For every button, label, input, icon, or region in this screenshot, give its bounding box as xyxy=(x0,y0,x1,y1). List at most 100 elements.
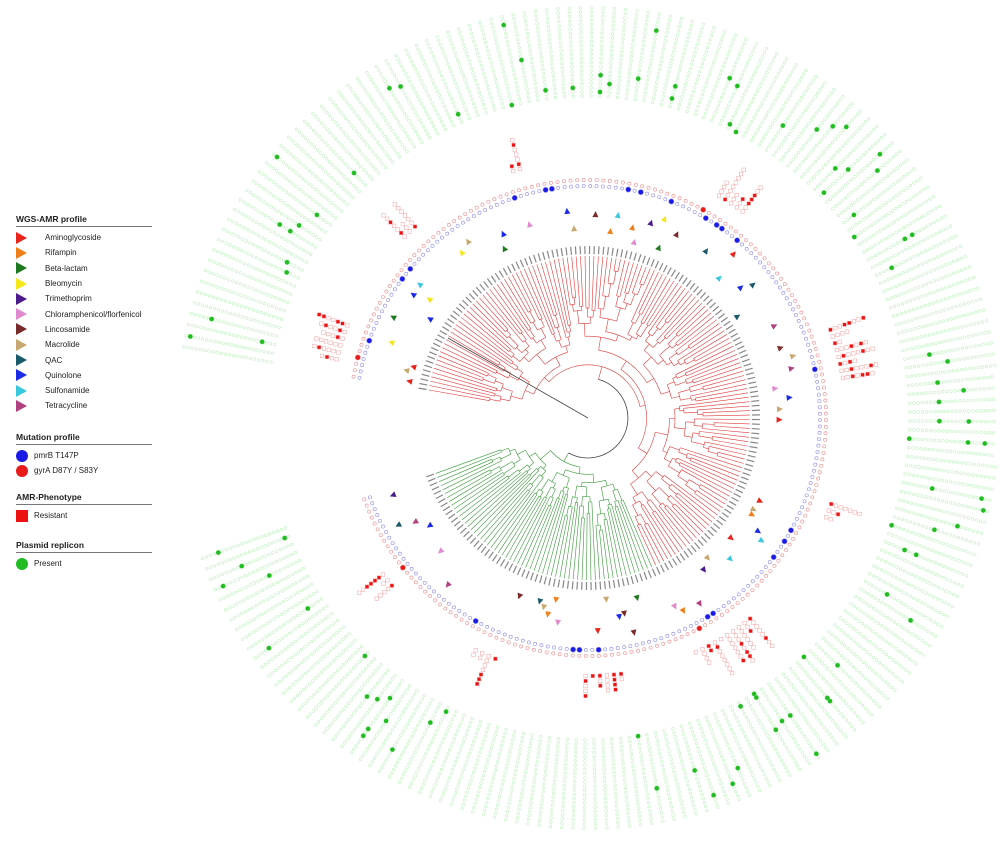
plasmid-cell xyxy=(284,177,288,181)
mutation-marker xyxy=(758,251,763,256)
plasmid-cell xyxy=(234,323,238,327)
plasmid-cell xyxy=(842,631,846,635)
plasmid-cell xyxy=(937,429,941,433)
amr-marker xyxy=(406,378,413,385)
tree-branch xyxy=(566,488,569,495)
plasmid-cell xyxy=(686,35,690,40)
plasmid-cell xyxy=(742,69,746,73)
plasmid-cell xyxy=(887,144,891,148)
tree-branch xyxy=(607,509,623,577)
plasmid-cell xyxy=(411,126,415,130)
plasmid-cell xyxy=(244,305,248,309)
tip-label xyxy=(748,450,757,454)
mutation-marker xyxy=(675,201,680,206)
tree-branch xyxy=(500,447,509,452)
tree-branch xyxy=(627,263,639,294)
mutation-marker xyxy=(506,198,511,202)
tree-branch xyxy=(553,259,569,326)
plasmid-cell xyxy=(642,39,646,43)
plasmid-cell xyxy=(989,464,993,468)
plasmid-cell xyxy=(528,48,532,52)
tree-branch xyxy=(515,272,540,321)
plasmid-cell xyxy=(737,53,741,57)
plasmid-cell xyxy=(894,323,898,327)
plasmid-cell xyxy=(579,48,583,52)
plasmid-cell xyxy=(622,20,627,24)
plasmid-cell xyxy=(495,81,499,85)
plasmid-cell xyxy=(919,513,923,518)
plasmid-cell xyxy=(864,150,868,154)
plasmid-cell xyxy=(923,382,927,386)
mutation-marker xyxy=(812,468,816,473)
plasmid-cell xyxy=(760,745,764,749)
plasmid-cell xyxy=(976,321,980,325)
plasmid-cell xyxy=(924,271,929,275)
plasmid-cell xyxy=(975,409,979,413)
tree-branch xyxy=(466,310,511,350)
plasmid-cell xyxy=(921,614,925,618)
plasmid-cell xyxy=(786,148,791,152)
tree-branch xyxy=(555,357,561,366)
tree-branch xyxy=(476,470,539,537)
plasmid-cell xyxy=(828,111,832,115)
plasmid-cell xyxy=(911,244,915,248)
plasmid-cell xyxy=(946,307,950,311)
plasmid-cell xyxy=(730,118,734,123)
mutation-marker xyxy=(369,515,374,520)
plasmid-cell xyxy=(589,56,593,60)
plasmid-cell xyxy=(716,774,720,778)
plasmid-cell xyxy=(672,49,676,53)
plasmid-cell xyxy=(739,49,743,53)
plasmid-cell xyxy=(618,70,622,74)
plasmid-cell xyxy=(899,177,903,181)
plasmid-cell xyxy=(263,214,267,218)
plasmid-cell xyxy=(722,789,726,794)
plasmid-cell xyxy=(908,183,913,188)
plasmid-cell xyxy=(618,66,622,70)
mutation-marker xyxy=(655,643,659,648)
phenotype-cell xyxy=(378,593,383,598)
mutation-marker xyxy=(782,282,787,287)
plasmid-cell xyxy=(833,722,837,726)
plasmid-cell xyxy=(804,68,808,73)
tree-branch xyxy=(551,488,556,498)
tree-branch xyxy=(559,506,573,578)
plasmid-cell xyxy=(776,72,780,76)
plasmid-cell xyxy=(905,481,910,486)
plasmid-cell xyxy=(277,221,283,228)
plasmid-cell xyxy=(357,133,361,137)
plasmid-cell xyxy=(546,25,550,29)
plasmid-cell xyxy=(788,666,792,670)
plasmid-cell xyxy=(317,164,321,168)
plasmid-cell xyxy=(361,104,365,108)
plasmid-cell xyxy=(985,464,989,468)
tree-branch xyxy=(661,478,671,487)
plasmid-cell xyxy=(913,265,917,269)
plasmid-cell xyxy=(478,90,482,95)
tree-branch xyxy=(442,460,502,491)
mutation-marker xyxy=(569,184,573,189)
plasmid-cell xyxy=(757,85,761,89)
mutation-marker xyxy=(472,618,479,624)
plasmid-cell xyxy=(545,16,550,20)
plasmid-cell xyxy=(281,160,285,164)
plasmid-cell xyxy=(772,767,776,771)
tree-branch xyxy=(525,450,534,463)
plasmid-cell xyxy=(893,284,898,288)
plasmid-cell xyxy=(251,218,255,222)
tree-branch xyxy=(542,465,547,469)
plasmid-cell xyxy=(638,64,642,68)
plasmid-cell xyxy=(958,303,963,307)
plasmid-cell xyxy=(919,600,923,604)
plasmid-cell xyxy=(766,698,770,702)
phenotype-cell xyxy=(833,503,839,508)
phenotype-cell xyxy=(396,205,401,211)
plasmid-cell xyxy=(710,65,714,69)
tree-branch xyxy=(524,340,530,347)
plasmid-cell xyxy=(903,603,907,607)
plasmid-cell xyxy=(950,604,954,609)
plasmid-cell xyxy=(252,193,256,197)
plasmid-cell xyxy=(899,312,904,316)
plasmid-cell xyxy=(674,80,678,84)
mutation-marker xyxy=(683,199,688,203)
